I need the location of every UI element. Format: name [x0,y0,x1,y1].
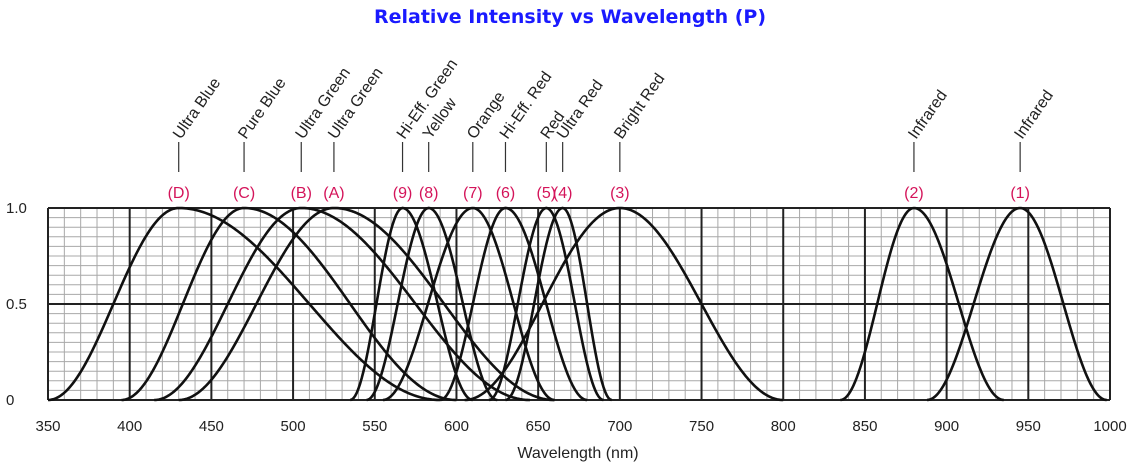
series-name-label: Ultra Red [554,77,607,142]
series-code-label: (9) [393,185,413,202]
series-name-label: Ultra Blue [170,75,224,142]
series-code-label: (8) [419,185,439,202]
series-code-label: (B) [291,185,312,202]
y-tick-label: 0.5 [6,296,27,313]
series-line [121,206,457,402]
series-line [366,206,498,402]
series-line [154,206,530,402]
x-tick-label: 450 [199,418,224,435]
x-tick-label: 350 [35,418,60,435]
series-line [439,206,588,402]
axis-ticks: 350 400 450 500 550 600 650 700 750 800 850 900 950 1… [6,200,1127,435]
x-tick-label: 750 [689,418,714,435]
x-tick-label: 550 [362,418,387,435]
series-code-label: (4) [553,185,573,202]
x-tick-label: 650 [526,418,551,435]
series-line [505,206,613,402]
series-line [47,206,441,402]
x-tick-label: 900 [934,418,959,435]
plot-grid [47,207,1111,401]
curve-labels: (D)Ultra Blue(C)Pure Blue(B)Ultra Green(… [168,56,1057,202]
x-tick-label: 400 [117,418,142,435]
series-code-label: (D) [168,185,190,202]
series-code-label: (2) [904,185,924,202]
x-tick-label: 850 [852,418,877,435]
series-code-label: (A) [323,185,344,202]
series-code-label: (1) [1010,185,1030,202]
chart-title: Relative Intensity vs Wavelength (P) [373,6,767,28]
series-line [926,206,1107,402]
x-tick-label: 600 [444,418,469,435]
x-tick-label: 800 [771,418,796,435]
series-line [349,206,474,402]
spectral-curves [47,206,1107,402]
x-tick-label: 500 [281,418,306,435]
series-code-label: (6) [496,185,516,202]
series-name-label: Bright Red [611,71,668,143]
series-name-label: Infrared [905,87,951,142]
series-line [178,206,555,402]
series-name-label: Pure Blue [235,75,289,142]
x-axis-label: Wavelength (nm) [517,445,638,462]
series-line [464,206,784,402]
series-code-label: (7) [463,185,483,202]
y-tick-label: 1.0 [6,200,27,217]
x-tick-label: 950 [1016,418,1041,435]
series-code-label: (3) [610,185,630,202]
series-code-label: (C) [233,185,255,202]
series-line [840,206,1004,402]
series-line [488,206,604,402]
series-code-label: (5) [537,185,557,202]
x-tick-label: 700 [607,418,632,435]
series-name-label: Infrared [1011,87,1057,142]
y-tick-label: 0 [6,392,14,409]
x-tick-label: 1000 [1093,418,1126,435]
